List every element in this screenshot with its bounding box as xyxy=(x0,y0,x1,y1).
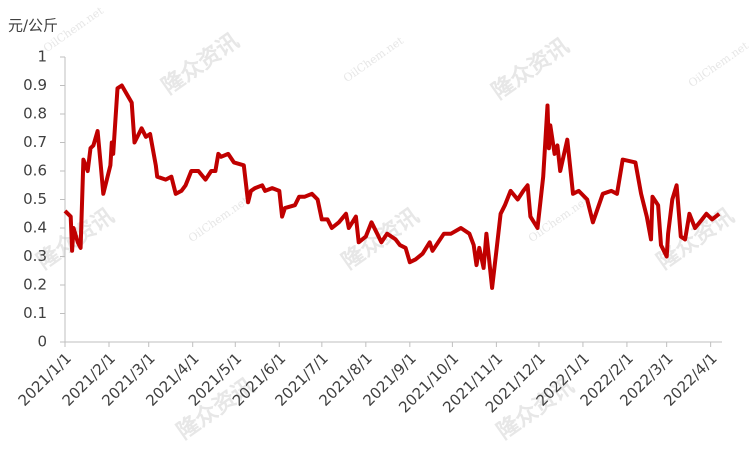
watermark: OilChem.net xyxy=(186,194,251,245)
y-tick-label: 0.3 xyxy=(23,247,47,265)
watermark: OilChem.net xyxy=(341,34,406,85)
y-axis-label: 元/公斤 xyxy=(8,17,58,35)
y-tick-label: 1 xyxy=(37,48,47,66)
watermark: 隆众资讯 xyxy=(158,29,244,100)
y-tick-label: 0.1 xyxy=(23,304,47,322)
y-tick-label: 0.6 xyxy=(23,162,47,180)
y-tick-label: 0.4 xyxy=(23,219,47,237)
y-tick-label: 0.8 xyxy=(23,105,47,123)
watermark: 隆众资讯 xyxy=(488,34,574,105)
watermark: OilChem.net xyxy=(526,194,591,245)
watermark: OilChem.net xyxy=(686,39,750,90)
price-line xyxy=(63,83,721,290)
watermark: 隆众资讯 xyxy=(653,204,739,275)
y-tick-label: 0 xyxy=(37,333,47,351)
y-tick-label: 0.2 xyxy=(23,276,47,294)
y-tick-label: 0.9 xyxy=(23,76,47,94)
y-tick-label: 0.7 xyxy=(23,133,47,151)
y-tick-label: 0.5 xyxy=(23,190,47,208)
